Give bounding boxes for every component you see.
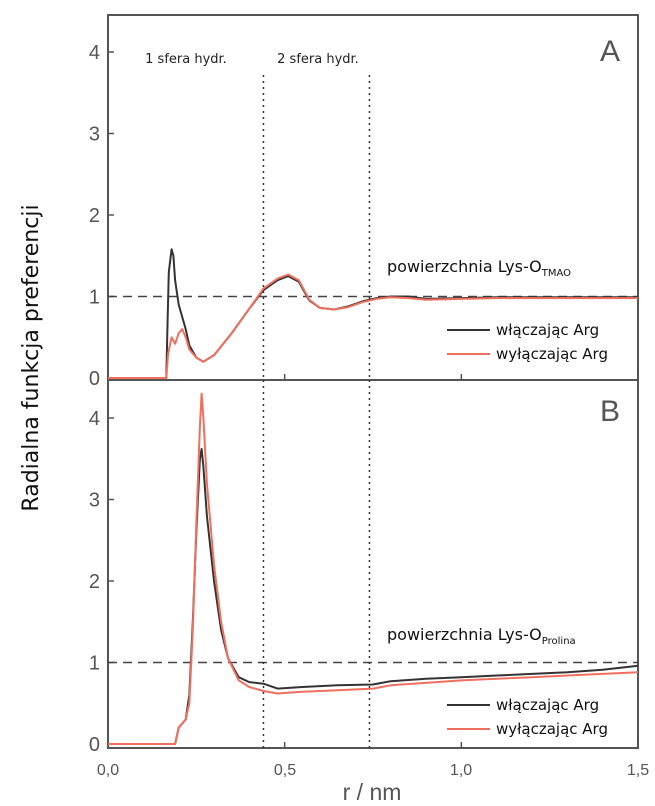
- panel-b-y-tick-1: 1: [89, 653, 100, 675]
- panel-a-surface-sub: TMAO: [541, 268, 571, 279]
- panel-b-letter: B: [600, 395, 620, 428]
- hyd-sphere-1-label: 1 sfera hydr.: [145, 52, 227, 67]
- x-tick-2: 1,0: [450, 762, 472, 779]
- panel-b-y-tick-3: 3: [89, 490, 100, 512]
- y-axis-label: Radialna funkcja preferencji: [19, 204, 44, 511]
- x-tick-1: 0,5: [274, 762, 296, 779]
- panel-b-surface-sub: Prolina: [542, 636, 576, 647]
- panel-a-surface-label: powierzchnia Lys-OTMAO: [387, 257, 571, 279]
- panel-b-surface-main: powierzchnia Lys-O: [387, 625, 542, 644]
- x-axis-label: r / nm: [343, 779, 402, 805]
- panel-a-y-tick-4: 4: [89, 42, 100, 64]
- panel-a-y-tick-2: 2: [89, 205, 100, 227]
- panel-b-surface-label: powierzchnia Lys-OProlina: [387, 625, 576, 647]
- panel-a-legend-label-0: włączając Arg: [496, 321, 599, 339]
- hyd-sphere-2-label: 2 sfera hydr.: [277, 52, 359, 67]
- panel-a-surface-main: powierzchnia Lys-O: [387, 257, 542, 276]
- panel-a-legend-label-1: wyłączając Arg: [496, 345, 608, 363]
- chart-marks: 0 1 2 3 4 0 1 2 3 4: [89, 42, 639, 756]
- panel-a-letter: A: [600, 35, 620, 68]
- panel-a-series-1-line: [108, 273, 638, 379]
- x-tick-0: 0,0: [97, 762, 119, 779]
- panel-a-y-tick-3: 3: [89, 124, 100, 146]
- panel-b-legend-label-1: wyłączając Arg: [496, 720, 608, 738]
- panel-a-y-tick-1: 1: [89, 287, 100, 309]
- panel-b-y-tick-0: 0: [89, 734, 100, 756]
- panel-a-y-tick-0: 0: [89, 368, 100, 390]
- panel-b-legend-label-0: włączając Arg: [496, 696, 599, 714]
- x-tick-3: 1,5: [627, 762, 649, 779]
- panel-b-y-tick-2: 2: [89, 571, 100, 593]
- panel-b-frame: [107, 379, 639, 749]
- panel-b-y-tick-4: 4: [89, 408, 100, 430]
- panel-b-series-1-line: [108, 392, 639, 745]
